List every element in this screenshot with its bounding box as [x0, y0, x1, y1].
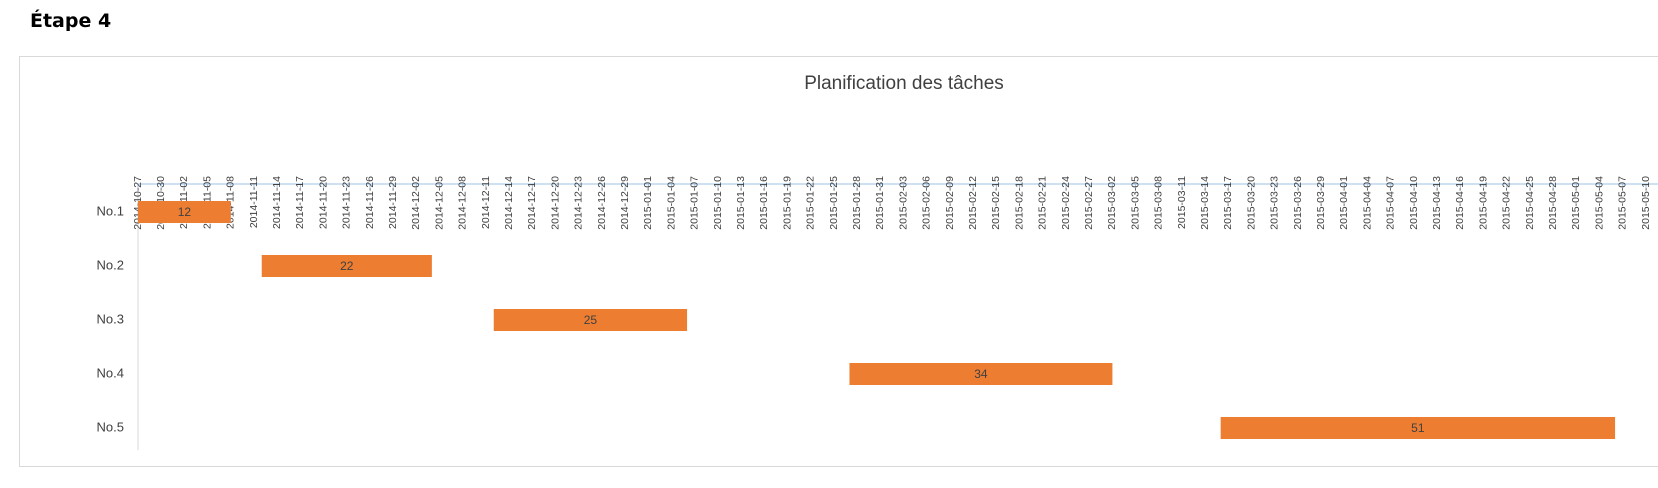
x-tick-label: 2015-02-15: [990, 176, 1002, 230]
x-tick-label: 2015-05-04: [1593, 176, 1605, 230]
x-tick-label: 2015-02-06: [921, 176, 933, 230]
x-tick-label: 2015-01-10: [712, 176, 724, 230]
x-tick-label: 2015-01-13: [735, 176, 747, 230]
x-tick-label: 2014-12-05: [433, 176, 445, 230]
chart-title: Planification des tâches: [804, 73, 1004, 94]
data-label: 34: [974, 367, 988, 381]
x-tick-label: 2015-01-19: [781, 176, 793, 230]
x-tick-label: 2015-04-13: [1431, 176, 1443, 230]
x-tick-label: 2015-01-04: [665, 176, 677, 230]
x-tick-label: 2015-02-18: [1013, 176, 1025, 230]
x-tick-label: 2014-12-11: [480, 176, 492, 229]
x-tick-label: 2015-04-10: [1408, 176, 1420, 230]
x-tick-label: 2015-03-17: [1222, 176, 1234, 230]
x-tick-label: 2015-02-24: [1060, 176, 1072, 230]
bar: [493, 309, 688, 331]
x-tick-label: 2014-11-11: [248, 176, 260, 228]
x-tick-label: 2015-03-02: [1106, 176, 1118, 230]
x-tick-label: 2014-11-14: [271, 176, 283, 229]
x-tick-label: 2014-11-17: [294, 176, 306, 229]
x-tick-label: 2014-12-23: [573, 176, 585, 230]
x-tick-label: 2014-12-14: [503, 176, 515, 230]
bar: [261, 255, 432, 277]
x-tick-label: 2015-03-20: [1245, 176, 1257, 230]
x-tick-label: 2015-01-22: [805, 176, 817, 230]
x-tick-label: 2015-04-22: [1501, 176, 1513, 230]
x-tick-label: 2015-04-04: [1361, 176, 1373, 230]
y-tick-label: No.1: [97, 203, 124, 218]
x-tick-label: 2015-03-29: [1315, 176, 1327, 230]
x-tick-label: 2014-12-29: [619, 176, 631, 230]
x-tick-label: 2015-01-25: [828, 176, 840, 230]
x-tick-label: 2015-03-14: [1199, 176, 1211, 230]
x-tick-label: 2014-11-26: [364, 176, 376, 229]
x-tick-label: 2015-04-01: [1338, 176, 1350, 230]
x-tick-label: 2014-12-08: [457, 176, 469, 230]
x-tick-label: 2014-12-17: [526, 176, 538, 230]
step-heading: Étape 4: [30, 10, 112, 32]
y-tick-label: No.5: [97, 419, 124, 434]
x-tick-label: 2014-11-23: [341, 176, 353, 229]
x-tick-label: 2015-02-03: [897, 176, 909, 230]
x-tick-label: 2015-01-01: [642, 176, 654, 230]
bar: [138, 201, 231, 223]
x-tick-label: 2015-01-31: [874, 176, 886, 230]
x-tick-label: 2015-04-28: [1547, 176, 1559, 230]
x-tick-label: 2014-12-26: [596, 176, 608, 230]
x-tick-label: 2015-02-27: [1083, 176, 1095, 230]
x-tick-label: 2014-12-02: [410, 176, 422, 230]
x-tick-label: 2015-02-12: [967, 176, 979, 230]
x-tick-label: 2015-02-21: [1037, 176, 1049, 230]
data-label: 22: [340, 259, 354, 273]
x-tick-label: 2015-01-07: [689, 176, 701, 230]
x-tick-label: 2015-02-09: [944, 176, 956, 230]
x-tick-label: 2015-04-16: [1454, 176, 1466, 230]
x-tick-label: 2014-11-20: [317, 176, 329, 229]
x-tick-label: 2015-03-05: [1129, 176, 1141, 230]
bar: [849, 363, 1113, 385]
x-tick-label: 2015-01-16: [758, 176, 770, 230]
x-tick-label: 2014-12-20: [549, 176, 561, 230]
x-tick-label: 2015-04-19: [1477, 176, 1489, 230]
data-label: 25: [584, 313, 598, 327]
y-tick-label: No.2: [97, 257, 124, 272]
x-tick-label: 2015-03-08: [1153, 176, 1165, 230]
x-tick-label: 2015-04-25: [1524, 176, 1536, 230]
data-label: 12: [178, 205, 192, 219]
x-tick-label: 2015-05-07: [1617, 176, 1629, 230]
x-tick-label: 2015-03-23: [1269, 176, 1281, 230]
x-tick-label: 2015-04-07: [1385, 176, 1397, 230]
x-tick-label: 2015-03-11: [1176, 176, 1188, 229]
x-tick-label: 2014-11-29: [387, 176, 399, 229]
x-tick-label: 2015-05-10: [1640, 176, 1652, 230]
data-label: 51: [1411, 421, 1425, 435]
bar: [1220, 417, 1616, 439]
x-tick-label: 2015-01-28: [851, 176, 863, 230]
x-tick-label: 2015-05-01: [1570, 176, 1582, 230]
y-tick-label: No.4: [97, 365, 124, 380]
x-tick-label: 2015-03-26: [1292, 176, 1304, 230]
y-tick-label: No.3: [97, 311, 124, 326]
